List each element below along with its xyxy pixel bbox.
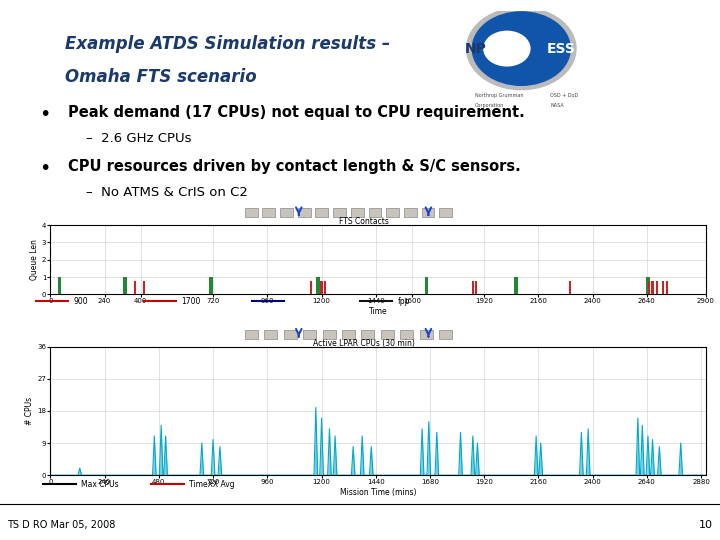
X-axis label: Mission Time (mins): Mission Time (mins)	[340, 488, 416, 497]
Bar	[58, 277, 61, 294]
Bar	[648, 281, 650, 294]
FancyBboxPatch shape	[361, 330, 374, 339]
FancyBboxPatch shape	[421, 208, 434, 217]
Text: Omaha FTS scenario: Omaha FTS scenario	[65, 68, 256, 85]
Bar	[514, 277, 518, 294]
FancyBboxPatch shape	[284, 330, 297, 339]
FancyBboxPatch shape	[381, 330, 394, 339]
Text: FTS Contacts: FTS Contacts	[338, 217, 389, 226]
Text: –  No ATMS & CrIS on C2: – No ATMS & CrIS on C2	[86, 186, 248, 199]
Text: [1903][5]  Active LPAR CPUs (81 min): [1903][5] Active LPAR CPUs (81 min)	[4, 318, 175, 327]
Bar	[569, 281, 571, 294]
Bar	[316, 277, 320, 294]
Bar	[666, 281, 668, 294]
FancyBboxPatch shape	[404, 208, 417, 217]
Bar	[209, 277, 212, 294]
Bar	[143, 281, 145, 294]
FancyBboxPatch shape	[245, 208, 258, 217]
Text: –: –	[712, 316, 719, 329]
Text: •: •	[40, 105, 51, 124]
Bar	[425, 277, 428, 294]
Bar	[475, 281, 477, 294]
Circle shape	[472, 12, 570, 85]
FancyBboxPatch shape	[400, 330, 413, 339]
X-axis label: Time: Time	[369, 307, 387, 316]
Y-axis label: # CPUs: # CPUs	[25, 397, 35, 425]
Text: 900: 900	[73, 296, 88, 306]
Text: Peak demand (17 CPUs) not equal to CPU requirement.: Peak demand (17 CPUs) not equal to CPU r…	[68, 105, 525, 120]
Text: TS D RO Mar 05, 2008: TS D RO Mar 05, 2008	[7, 520, 116, 530]
Text: Corporation: Corporation	[475, 103, 505, 109]
Bar	[662, 281, 664, 294]
Text: •: •	[40, 159, 51, 178]
FancyBboxPatch shape	[351, 208, 364, 217]
Text: OSD + DoD: OSD + DoD	[550, 92, 578, 98]
Y-axis label: Queue Len: Queue Len	[30, 239, 39, 280]
Text: TimeXX Avg: TimeXX Avg	[189, 480, 234, 489]
FancyBboxPatch shape	[439, 208, 452, 217]
FancyBboxPatch shape	[386, 208, 399, 217]
Text: Max CPUs: Max CPUs	[81, 480, 118, 489]
FancyBboxPatch shape	[369, 208, 382, 217]
Text: Active LPAR CPUs (30 min): Active LPAR CPUs (30 min)	[312, 339, 415, 348]
Bar	[324, 281, 326, 294]
FancyBboxPatch shape	[315, 208, 328, 217]
Bar	[646, 277, 649, 294]
FancyBboxPatch shape	[298, 208, 311, 217]
FancyBboxPatch shape	[303, 330, 316, 339]
Text: NASA: NASA	[550, 103, 564, 109]
FancyBboxPatch shape	[333, 208, 346, 217]
Bar	[656, 281, 658, 294]
Text: [6792][6]  FTS Contacts: [6792][6] FTS Contacts	[4, 197, 114, 206]
Bar	[472, 281, 474, 294]
FancyBboxPatch shape	[323, 330, 336, 339]
Text: –: –	[712, 194, 719, 207]
Circle shape	[467, 8, 576, 90]
Bar	[134, 281, 136, 294]
FancyBboxPatch shape	[439, 330, 452, 339]
FancyBboxPatch shape	[280, 208, 293, 217]
Text: NP: NP	[465, 42, 487, 56]
Text: –  2.6 GHz CPUs: – 2.6 GHz CPUs	[86, 132, 192, 145]
Bar	[310, 281, 312, 294]
FancyBboxPatch shape	[263, 208, 276, 217]
Text: 1700: 1700	[181, 296, 201, 306]
Bar	[652, 281, 654, 294]
Text: 10: 10	[699, 520, 713, 530]
Bar	[123, 277, 127, 294]
Circle shape	[484, 31, 530, 66]
FancyBboxPatch shape	[342, 330, 355, 339]
Text: CPU resources driven by contact length & S/C sensors.: CPU resources driven by contact length &…	[68, 159, 521, 174]
FancyBboxPatch shape	[420, 330, 433, 339]
FancyBboxPatch shape	[245, 330, 258, 339]
Text: fpp: fpp	[397, 296, 410, 306]
Text: Northrop Grumman: Northrop Grumman	[475, 92, 523, 98]
FancyBboxPatch shape	[264, 330, 277, 339]
Bar	[320, 281, 323, 294]
Text: ESS: ESS	[547, 42, 576, 56]
Text: Example ATDS Simulation results –: Example ATDS Simulation results –	[65, 35, 390, 53]
